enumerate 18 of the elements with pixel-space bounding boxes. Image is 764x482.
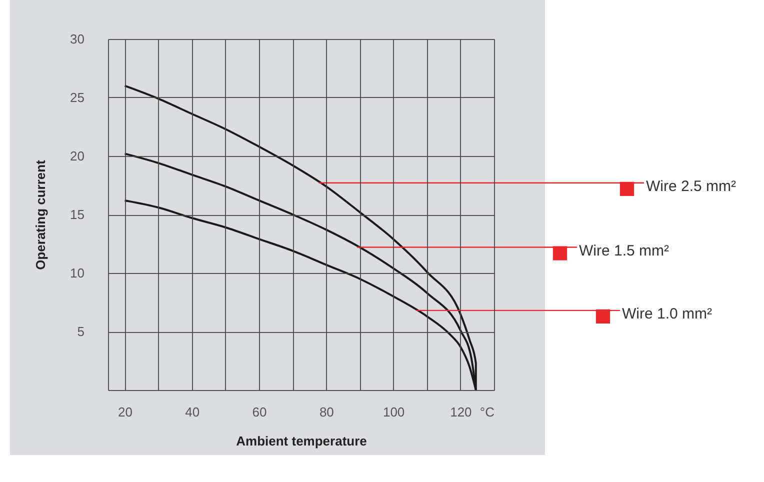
x-axis-title: Ambient temperature [236,434,367,448]
x-tick-label: 120 [450,404,472,420]
y-axis-title: Operating current [33,159,48,270]
annotation: Wire 1.5 mm² [579,242,670,260]
x-tick-label: 40 [185,404,200,420]
x-tick-label: 20 [118,404,133,420]
x-tick-label: °C [480,404,494,420]
annotation: Wire 2.5 mm² [646,178,736,195]
y-tick-label: 30 [70,32,84,46]
x-tick-label: 60 [252,404,267,420]
y-tick-label: 20 [70,148,84,164]
y-tick-label: 10 [70,266,84,280]
x-tick-label: 80 [319,404,334,420]
annotation: Wire 1.0 mm² [622,305,712,322]
y-tick-label: 5 [77,324,84,339]
y-tick-label: 25 [70,90,84,105]
y-tick-label: 15 [70,207,84,222]
x-tick-label: 100 [382,404,405,420]
